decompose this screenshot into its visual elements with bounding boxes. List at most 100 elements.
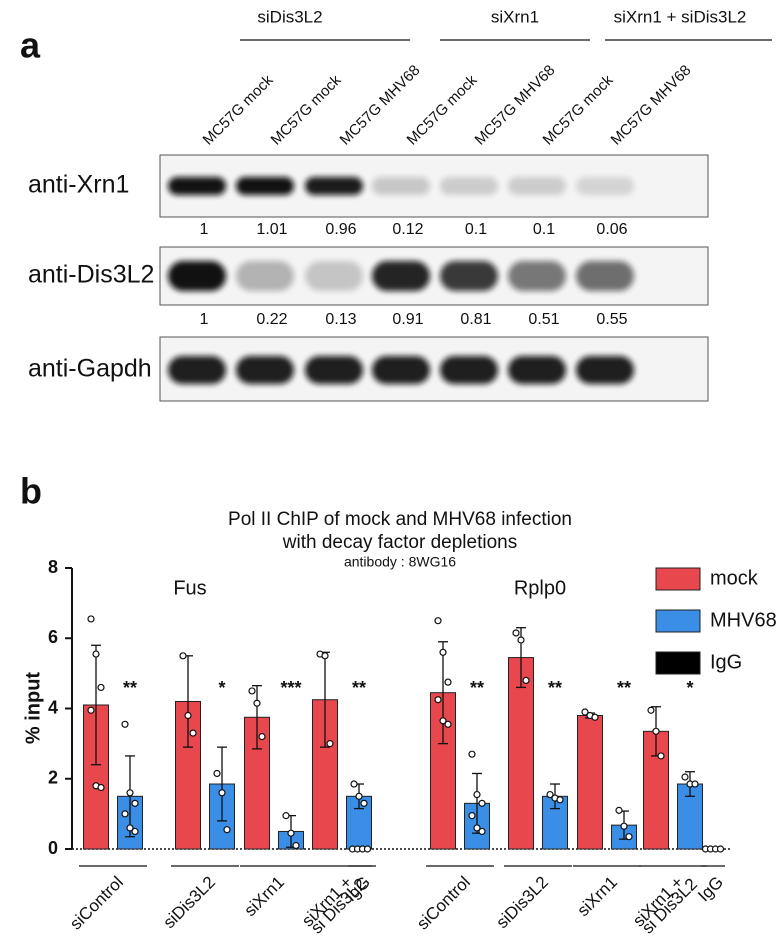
data-point xyxy=(581,708,589,716)
data-point xyxy=(131,799,139,807)
significance: * xyxy=(686,678,693,698)
legend-swatch xyxy=(655,609,701,633)
legend-label: MHV68 xyxy=(710,609,777,631)
quantification: 0.13 xyxy=(325,311,356,328)
data-point xyxy=(691,780,699,788)
data-point xyxy=(258,732,266,741)
chart-subtitle: antibody : 8WG16 xyxy=(344,554,456,570)
data-point xyxy=(121,810,129,818)
data-point xyxy=(126,789,134,797)
legend-label: IgG xyxy=(710,651,742,673)
data-point xyxy=(478,799,486,807)
data-point xyxy=(468,812,476,820)
x-tick-label: siXrn1 xyxy=(240,873,288,921)
band xyxy=(305,177,363,195)
data-point xyxy=(179,652,187,660)
data-point xyxy=(647,706,655,714)
quantification: 0.06 xyxy=(596,221,627,238)
significance: ** xyxy=(352,678,366,698)
quantification: 1.01 xyxy=(256,221,287,238)
group-label: siXrn1 + siDis3L2 xyxy=(614,7,747,26)
data-point xyxy=(87,706,95,714)
data-point xyxy=(716,845,725,853)
data-point xyxy=(189,729,197,737)
significance: ** xyxy=(123,678,137,698)
data-point xyxy=(473,824,481,832)
significance: * xyxy=(218,678,225,698)
blot-label: anti-Gapdh xyxy=(28,355,152,383)
x-tick-label: siDis3L2 xyxy=(492,873,552,933)
x-tick-label: siXrn1 xyxy=(573,873,621,921)
data-point xyxy=(517,636,525,644)
group-label: Fus xyxy=(173,577,206,599)
lane-label: MC57G mock xyxy=(404,71,481,148)
data-point xyxy=(439,717,447,725)
lane-label: MC57G MHV68 xyxy=(608,62,695,149)
data-point xyxy=(223,826,231,834)
data-point xyxy=(681,773,689,781)
band xyxy=(576,177,634,195)
band xyxy=(508,177,566,195)
quantification: 0.81 xyxy=(460,311,491,328)
x-tick-label: IgG xyxy=(694,873,727,906)
quantification: 1 xyxy=(200,221,209,238)
lane-label: MC57G mock xyxy=(268,71,345,148)
x-tick-label: siDis3L2 xyxy=(159,873,219,933)
blot-label: anti-Dis3L2 xyxy=(28,261,154,289)
legend-label: mock xyxy=(710,567,759,589)
data-point xyxy=(292,841,300,850)
data-point xyxy=(87,615,95,623)
band xyxy=(440,261,498,291)
y-axis-label: % input xyxy=(22,672,44,745)
bar xyxy=(577,715,603,850)
chart-title: with decay factor depletions xyxy=(282,532,517,553)
data-point xyxy=(444,720,452,728)
data-point xyxy=(522,676,530,685)
loading-band xyxy=(168,356,226,384)
legend-swatch xyxy=(655,651,701,675)
data-point xyxy=(591,713,599,721)
y-tick-label: 2 xyxy=(48,768,58,788)
x-tick-label: siControl xyxy=(66,873,127,934)
y-tick-label: 4 xyxy=(48,697,58,717)
loading-band xyxy=(576,356,634,384)
loading-band xyxy=(508,356,566,384)
band xyxy=(236,261,294,291)
quantification: 0.22 xyxy=(256,311,287,328)
data-point xyxy=(126,824,134,832)
significance: ** xyxy=(470,678,484,698)
significance: *** xyxy=(280,678,301,698)
data-point xyxy=(652,727,660,735)
group-label: Rplp0 xyxy=(514,577,566,599)
loading-band xyxy=(440,356,498,384)
data-point xyxy=(625,833,633,841)
data-point xyxy=(556,796,564,804)
quantification: 0.1 xyxy=(533,221,555,238)
lane-label: MC57G mock xyxy=(200,71,277,148)
band xyxy=(440,177,498,195)
data-point xyxy=(131,827,139,836)
data-point xyxy=(287,829,295,837)
data-point xyxy=(326,740,334,748)
band xyxy=(168,177,226,195)
legend-swatch xyxy=(655,567,701,591)
x-tick-label: siControl xyxy=(413,873,474,934)
quantification: 0.91 xyxy=(392,311,423,328)
loading-band xyxy=(372,356,430,384)
data-point xyxy=(282,812,290,820)
data-point xyxy=(321,652,329,660)
data-point xyxy=(478,827,486,836)
data-point xyxy=(439,648,447,656)
lane-label: MC57G mock xyxy=(540,71,617,148)
loading-band xyxy=(236,356,294,384)
data-point xyxy=(97,683,105,692)
data-point xyxy=(363,845,372,853)
data-point xyxy=(184,711,192,720)
band xyxy=(168,261,226,291)
quantification: 1 xyxy=(200,311,209,328)
chart-title: Pol II ChIP of mock and MHV68 infection xyxy=(228,509,572,530)
y-tick-label: 0 xyxy=(48,838,58,858)
data-point xyxy=(92,650,100,658)
data-point xyxy=(434,696,442,704)
